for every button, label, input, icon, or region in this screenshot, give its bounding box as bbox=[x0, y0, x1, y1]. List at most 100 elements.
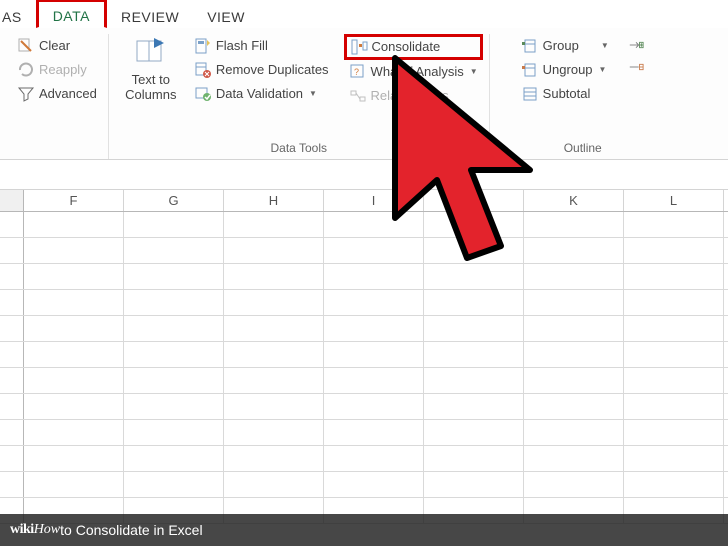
consolidate-button[interactable]: Consolidate bbox=[344, 34, 483, 60]
cell[interactable] bbox=[524, 446, 624, 471]
cell[interactable] bbox=[24, 212, 124, 237]
cell[interactable] bbox=[124, 446, 224, 471]
cell[interactable] bbox=[624, 290, 724, 315]
what-if-button[interactable]: ? What-If Analysis ▼ bbox=[344, 60, 483, 84]
cell[interactable] bbox=[124, 238, 224, 263]
cell[interactable] bbox=[24, 264, 124, 289]
cell[interactable] bbox=[424, 446, 524, 471]
cell[interactable] bbox=[524, 342, 624, 367]
select-all-corner[interactable] bbox=[0, 190, 24, 211]
data-validation-button[interactable]: Data Validation ▼ bbox=[189, 82, 334, 106]
cell[interactable] bbox=[324, 212, 424, 237]
row-header[interactable] bbox=[0, 446, 24, 471]
cell[interactable] bbox=[424, 212, 524, 237]
column-header[interactable]: F bbox=[24, 190, 124, 211]
show-detail-button[interactable] bbox=[622, 34, 650, 56]
cell[interactable] bbox=[524, 290, 624, 315]
cell[interactable] bbox=[424, 264, 524, 289]
cell[interactable] bbox=[324, 420, 424, 445]
cell[interactable] bbox=[24, 420, 124, 445]
cell[interactable] bbox=[224, 212, 324, 237]
cell[interactable] bbox=[24, 316, 124, 341]
cell[interactable] bbox=[524, 212, 624, 237]
cell[interactable] bbox=[324, 342, 424, 367]
cell[interactable] bbox=[524, 238, 624, 263]
cell[interactable] bbox=[624, 394, 724, 419]
row-header[interactable] bbox=[0, 316, 24, 341]
tab-data[interactable]: DATA bbox=[36, 0, 107, 28]
cell[interactable] bbox=[624, 316, 724, 341]
row-header[interactable] bbox=[0, 212, 24, 237]
cell[interactable] bbox=[424, 394, 524, 419]
column-header[interactable]: L bbox=[624, 190, 724, 211]
cell[interactable] bbox=[124, 290, 224, 315]
cell[interactable] bbox=[24, 472, 124, 497]
column-header[interactable]: K bbox=[524, 190, 624, 211]
cell[interactable] bbox=[424, 316, 524, 341]
row-header[interactable] bbox=[0, 238, 24, 263]
cell[interactable] bbox=[624, 446, 724, 471]
cell[interactable] bbox=[224, 290, 324, 315]
cell[interactable] bbox=[324, 368, 424, 393]
flash-fill-button[interactable]: Flash Fill bbox=[189, 34, 334, 58]
cell[interactable] bbox=[224, 394, 324, 419]
cell[interactable] bbox=[624, 420, 724, 445]
cell[interactable] bbox=[124, 342, 224, 367]
row-header[interactable] bbox=[0, 342, 24, 367]
cell[interactable] bbox=[324, 394, 424, 419]
hide-detail-button[interactable] bbox=[622, 56, 650, 78]
cell[interactable] bbox=[24, 342, 124, 367]
cell[interactable] bbox=[524, 472, 624, 497]
cell[interactable] bbox=[424, 238, 524, 263]
cell[interactable] bbox=[524, 264, 624, 289]
cell[interactable] bbox=[224, 368, 324, 393]
tab-formulas-partial[interactable]: AS bbox=[0, 3, 36, 28]
column-header[interactable]: J bbox=[424, 190, 524, 211]
cell[interactable] bbox=[324, 316, 424, 341]
cell[interactable] bbox=[424, 420, 524, 445]
cell[interactable] bbox=[24, 368, 124, 393]
cell[interactable] bbox=[224, 264, 324, 289]
cell[interactable] bbox=[124, 316, 224, 341]
subtotal-button[interactable]: Subtotal bbox=[516, 82, 614, 106]
remove-duplicates-button[interactable]: Remove Duplicates bbox=[189, 58, 334, 82]
cell[interactable] bbox=[324, 290, 424, 315]
cell[interactable] bbox=[124, 212, 224, 237]
row-header[interactable] bbox=[0, 290, 24, 315]
cell[interactable] bbox=[24, 394, 124, 419]
cell[interactable] bbox=[524, 394, 624, 419]
cell[interactable] bbox=[324, 472, 424, 497]
row-header[interactable] bbox=[0, 264, 24, 289]
text-to-columns-button[interactable]: Text to Columns bbox=[115, 34, 187, 139]
cell[interactable] bbox=[424, 472, 524, 497]
cell[interactable] bbox=[624, 342, 724, 367]
cell[interactable] bbox=[224, 342, 324, 367]
cell[interactable] bbox=[424, 368, 524, 393]
clear-button[interactable]: Clear bbox=[12, 34, 102, 58]
cell[interactable] bbox=[324, 264, 424, 289]
cell[interactable] bbox=[624, 212, 724, 237]
row-header[interactable] bbox=[0, 420, 24, 445]
cell[interactable] bbox=[624, 238, 724, 263]
cell[interactable] bbox=[224, 420, 324, 445]
tab-review[interactable]: REVIEW bbox=[107, 3, 193, 28]
cell[interactable] bbox=[24, 446, 124, 471]
cell[interactable] bbox=[24, 290, 124, 315]
tab-view[interactable]: VIEW bbox=[193, 3, 259, 28]
cell[interactable] bbox=[624, 264, 724, 289]
cell[interactable] bbox=[224, 472, 324, 497]
cell[interactable] bbox=[124, 368, 224, 393]
group-button[interactable]: Group ▼ bbox=[516, 34, 614, 58]
cell[interactable] bbox=[224, 316, 324, 341]
cell[interactable] bbox=[124, 394, 224, 419]
cell[interactable] bbox=[524, 420, 624, 445]
cell[interactable] bbox=[124, 420, 224, 445]
cell[interactable] bbox=[124, 264, 224, 289]
cell[interactable] bbox=[24, 238, 124, 263]
reapply-button[interactable]: Reapply bbox=[12, 58, 102, 82]
cell[interactable] bbox=[524, 316, 624, 341]
row-header[interactable] bbox=[0, 368, 24, 393]
row-header[interactable] bbox=[0, 472, 24, 497]
cell[interactable] bbox=[124, 472, 224, 497]
cell[interactable] bbox=[324, 238, 424, 263]
